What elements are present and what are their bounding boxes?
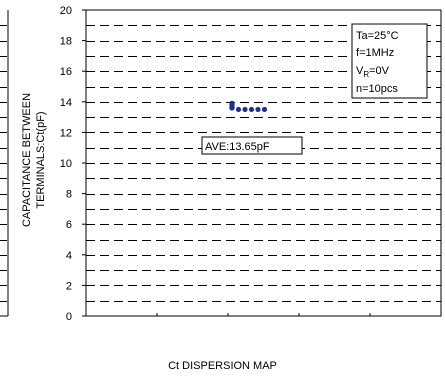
average-label: AVE:13.65pF (205, 141, 270, 153)
data-point (229, 105, 235, 111)
y-tick-label: 0 (66, 311, 72, 323)
y-tick-label: 16 (60, 66, 72, 78)
y-tick-label: 14 (60, 97, 72, 109)
condition-n: n=10pcs (356, 83, 398, 95)
condition-vr: VR=0V (356, 65, 390, 79)
conditions-box: Ta=25°C f=1MHz VR=0V n=10pcs (351, 23, 428, 99)
data-point (261, 106, 268, 113)
y-tick-label: 18 (60, 36, 72, 48)
chart-title: Ct DISPERSION MAP (168, 360, 277, 372)
average-label-box: AVE:13.65pF (201, 136, 303, 155)
data-point (242, 106, 248, 113)
y-axis-title-line1: CAPACITANCE BETWEEN (21, 93, 33, 227)
data-point (255, 106, 261, 113)
data-points (229, 100, 268, 113)
plot-frame (85, 9, 442, 317)
y-axis-ticks: 0 2 4 6 8 10 12 14 16 18 20 (60, 5, 86, 323)
data-point (235, 106, 242, 113)
y-axis-title-line2: TERMINALS:Ct(pF) (35, 111, 47, 208)
y-tick-label: 10 (60, 158, 72, 170)
condition-ta: Ta=25°C (356, 30, 399, 42)
y-tick-label: 12 (60, 127, 72, 139)
left-panel-fragment (0, 10, 9, 317)
y-tick-label: 6 (66, 219, 72, 231)
y-tick-label: 8 (66, 189, 72, 201)
data-point (248, 106, 255, 113)
y-tick-label: 20 (60, 5, 72, 17)
y-tick-label: 4 (66, 250, 72, 262)
condition-f: f=1MHz (356, 47, 394, 59)
y-tick-label: 2 (66, 280, 72, 292)
